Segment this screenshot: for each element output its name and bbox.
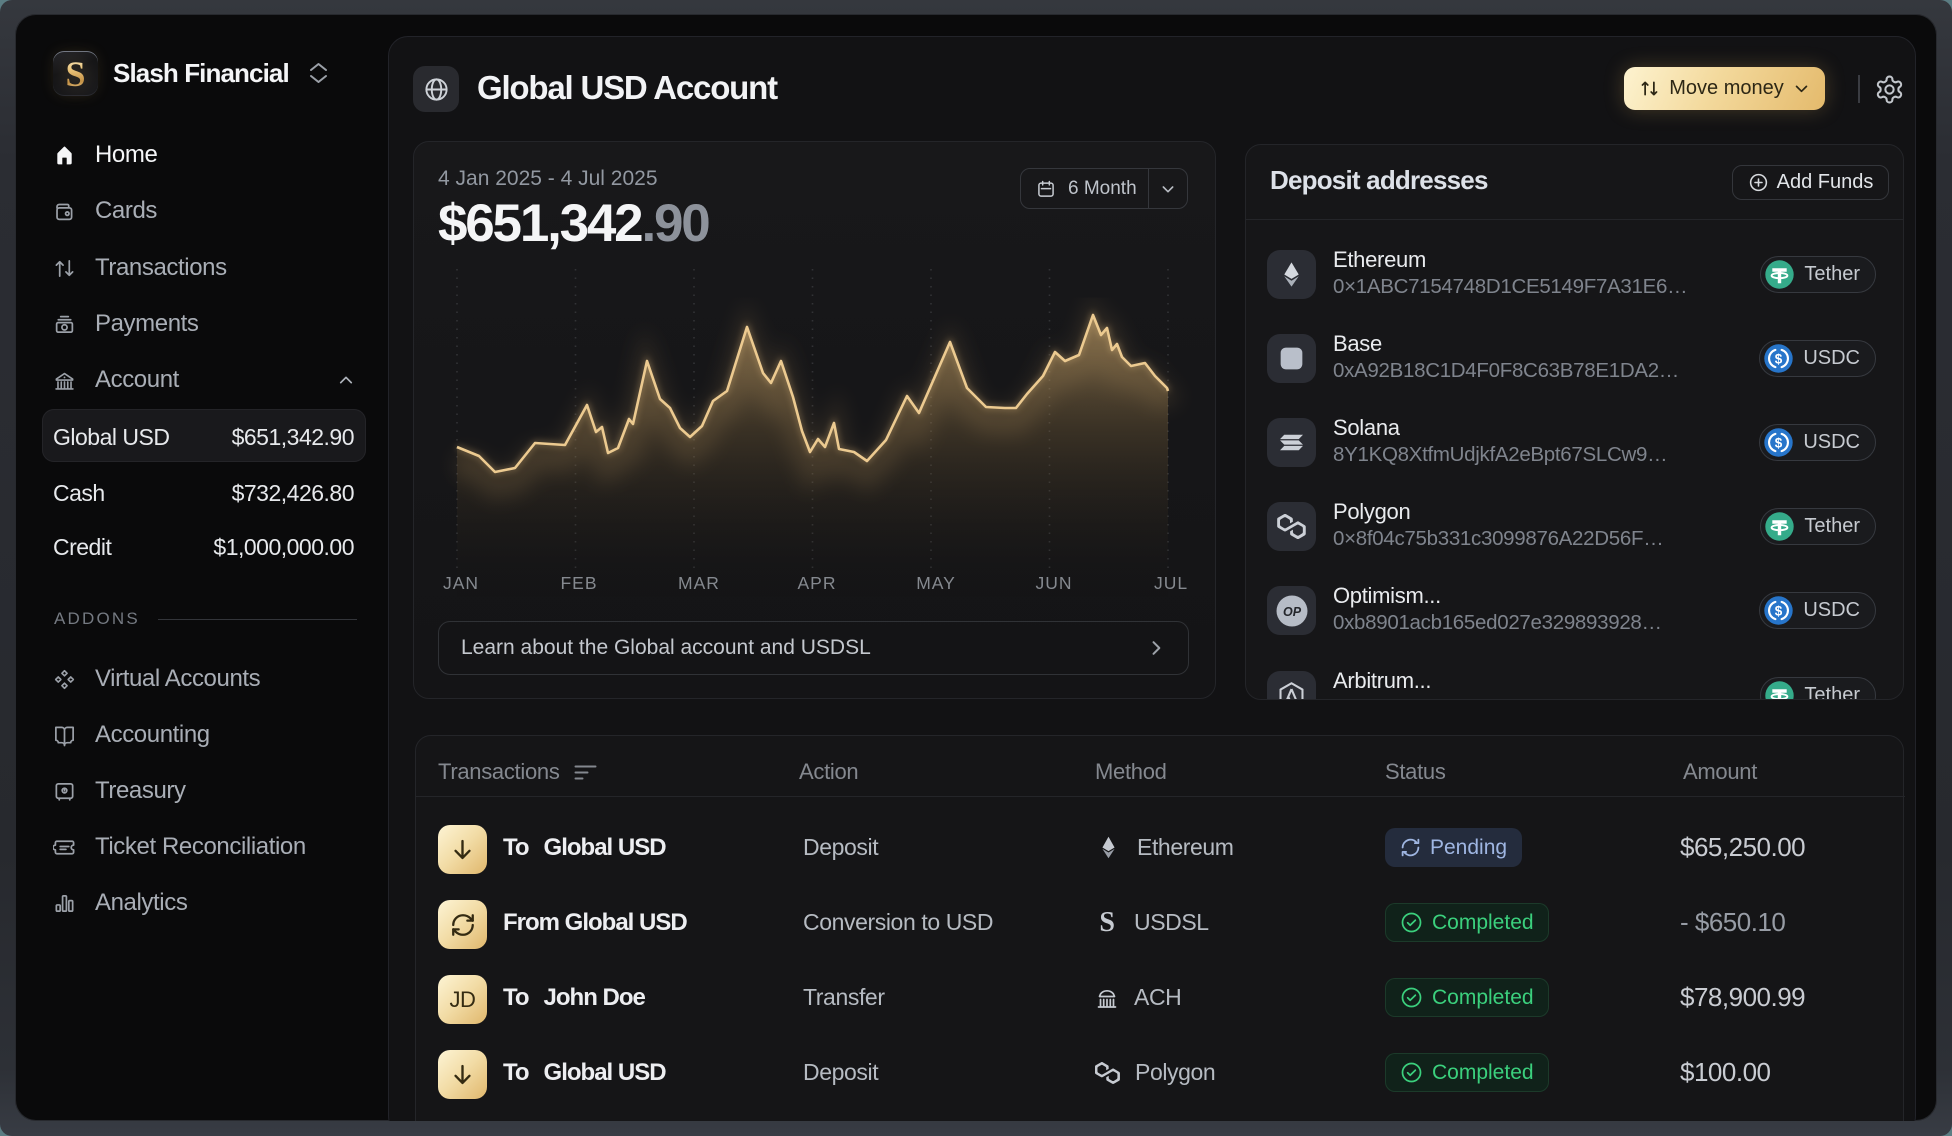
svg-text:MAY: MAY [916, 573, 956, 593]
svg-text:$: $ [1775, 352, 1783, 367]
svg-text:JUL: JUL [1154, 573, 1188, 593]
svg-text:JAN: JAN [443, 573, 479, 593]
svg-text:OP: OP [1282, 605, 1301, 619]
svg-text:FEB: FEB [560, 573, 597, 593]
svg-text:JUN: JUN [1035, 573, 1072, 593]
svg-text:APR: APR [798, 573, 837, 593]
svg-text:MAR: MAR [678, 573, 720, 593]
svg-text:$: $ [1775, 436, 1783, 451]
svg-text:$: $ [1775, 604, 1783, 619]
